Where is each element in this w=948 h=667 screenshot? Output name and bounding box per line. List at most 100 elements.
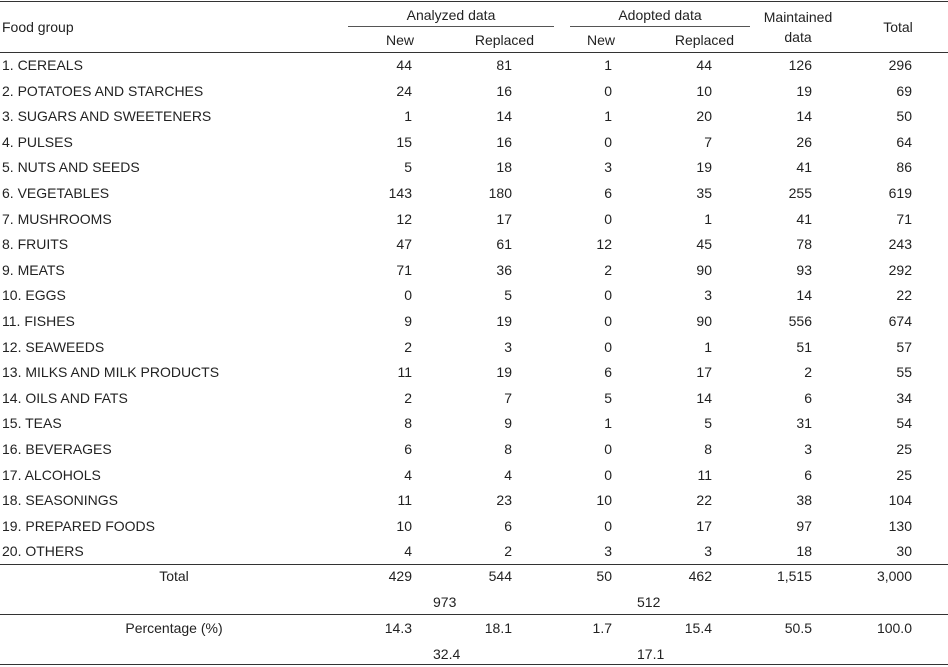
percentage-analyzed-sum: 32.4 <box>433 646 461 662</box>
header-analyzed: Analyzed data <box>406 7 496 23</box>
cell-analyzed-replaced: 19 <box>496 313 512 329</box>
row-food-group: 20. OTHERS <box>2 543 84 559</box>
cell-analyzed-new: 2 <box>404 390 412 406</box>
row-food-group: 13. MILKS AND MILK PRODUCTS <box>2 364 220 380</box>
cell-maintained: 6 <box>804 390 812 406</box>
cell-analyzed-new: 11 <box>397 364 412 380</box>
header-rule <box>0 52 948 53</box>
cell-analyzed-replaced: 18 <box>496 159 512 175</box>
percentage-adopted-sum: 17.1 <box>637 646 665 662</box>
cell-adopted-new: 0 <box>604 339 612 355</box>
header-adopted-new: New <box>586 32 615 48</box>
cell-total: 130 <box>888 518 912 534</box>
cell-analyzed-replaced: 81 <box>496 57 512 73</box>
cell-analyzed-new: 47 <box>396 236 412 252</box>
cell-analyzed-new: 5 <box>404 159 412 175</box>
percentage-maintained: 50.5 <box>784 620 812 636</box>
cell-adopted-replaced: 14 <box>696 390 712 406</box>
cell-total: 57 <box>896 339 912 355</box>
cell-adopted-replaced: 19 <box>696 159 712 175</box>
cell-analyzed-replaced: 16 <box>496 83 512 99</box>
cell-analyzed-new: 10 <box>396 518 412 534</box>
row-food-group: 15. TEAS <box>2 415 62 431</box>
cell-total: 64 <box>896 134 912 150</box>
percentage-analyzed-replaced: 18.1 <box>484 620 512 636</box>
analyzed-underline <box>348 26 554 27</box>
cell-total: 243 <box>888 236 912 252</box>
cell-analyzed-replaced: 23 <box>496 492 512 508</box>
cell-adopted-replaced: 44 <box>696 57 712 73</box>
cell-adopted-replaced: 22 <box>696 492 712 508</box>
bottom-rule <box>0 664 948 665</box>
cell-maintained: 18 <box>796 543 812 559</box>
cell-maintained: 255 <box>788 185 812 201</box>
cell-total: 22 <box>896 287 912 303</box>
cell-total: 296 <box>888 57 912 73</box>
row-food-group: 3. SUGARS AND SWEETENERS <box>2 108 212 124</box>
cell-total: 34 <box>896 390 912 406</box>
cell-total: 25 <box>896 441 912 457</box>
cell-analyzed-replaced: 2 <box>504 543 512 559</box>
header-analyzed-new: New <box>385 32 414 48</box>
cell-adopted-replaced: 35 <box>696 185 712 201</box>
cell-adopted-new: 3 <box>604 543 612 559</box>
header-maintained-1: Maintained <box>763 9 833 25</box>
cell-adopted-replaced: 20 <box>696 108 712 124</box>
row-food-group: 1. CEREALS <box>2 57 83 73</box>
cell-total: 50 <box>896 108 912 124</box>
adopted-underline <box>570 26 750 27</box>
totals-analyzed-replaced: 544 <box>488 568 512 584</box>
row-food-group: 18. SEASONINGS <box>2 492 118 508</box>
cell-adopted-new: 5 <box>604 390 612 406</box>
cell-analyzed-replaced: 8 <box>504 441 512 457</box>
row-food-group: 4. PULSES <box>2 134 73 150</box>
cell-maintained: 2 <box>804 364 812 380</box>
cell-analyzed-replaced: 14 <box>496 108 512 124</box>
totals-label: Total <box>159 568 189 584</box>
totals-adopted-replaced: 462 <box>688 568 712 584</box>
cell-maintained: 14 <box>796 287 812 303</box>
cell-analyzed-replaced: 5 <box>504 287 512 303</box>
cell-adopted-replaced: 90 <box>696 262 712 278</box>
cell-total: 69 <box>896 83 912 99</box>
row-food-group: 6. VEGETABLES <box>2 185 110 201</box>
cell-maintained: 31 <box>796 415 812 431</box>
cell-analyzed-replaced: 7 <box>504 390 512 406</box>
cell-adopted-replaced: 45 <box>696 236 712 252</box>
cell-adopted-replaced: 17 <box>696 518 712 534</box>
cell-analyzed-replaced: 3 <box>504 339 512 355</box>
header-maintained-2: data <box>784 29 812 45</box>
cell-analyzed-new: 15 <box>396 134 412 150</box>
cell-maintained: 556 <box>788 313 812 329</box>
cell-maintained: 97 <box>796 518 812 534</box>
cell-analyzed-replaced: 17 <box>496 211 512 227</box>
cell-maintained: 126 <box>788 57 812 73</box>
percentage-adopted-replaced: 15.4 <box>684 620 712 636</box>
cell-total: 104 <box>888 492 912 508</box>
row-food-group: 11. FISHES <box>2 313 75 329</box>
header-adopted: Adopted data <box>618 7 702 23</box>
cell-analyzed-new: 8 <box>404 415 412 431</box>
cell-analyzed-new: 4 <box>404 543 412 559</box>
cell-adopted-replaced: 3 <box>704 287 712 303</box>
cell-analyzed-replaced: 16 <box>496 134 512 150</box>
cell-analyzed-replaced: 61 <box>496 236 512 252</box>
cell-total: 55 <box>896 364 912 380</box>
cell-adopted-new: 0 <box>604 313 612 329</box>
cell-adopted-replaced: 17 <box>696 364 712 380</box>
cell-analyzed-new: 71 <box>396 262 412 278</box>
cell-maintained: 78 <box>796 236 812 252</box>
cell-analyzed-new: 4 <box>404 467 412 483</box>
cell-adopted-new: 3 <box>604 159 612 175</box>
cell-adopted-new: 6 <box>604 185 612 201</box>
cell-analyzed-new: 0 <box>404 287 412 303</box>
cell-adopted-new: 0 <box>604 518 612 534</box>
percentage-analyzed-new: 14.3 <box>384 620 412 636</box>
cell-analyzed-replaced: 19 <box>496 364 512 380</box>
cell-adopted-replaced: 90 <box>696 313 712 329</box>
cell-adopted-new: 1 <box>604 108 612 124</box>
cell-analyzed-new: 12 <box>396 211 412 227</box>
row-food-group: 2. POTATOES AND STARCHES <box>2 83 204 99</box>
cell-adopted-replaced: 11 <box>697 467 712 483</box>
